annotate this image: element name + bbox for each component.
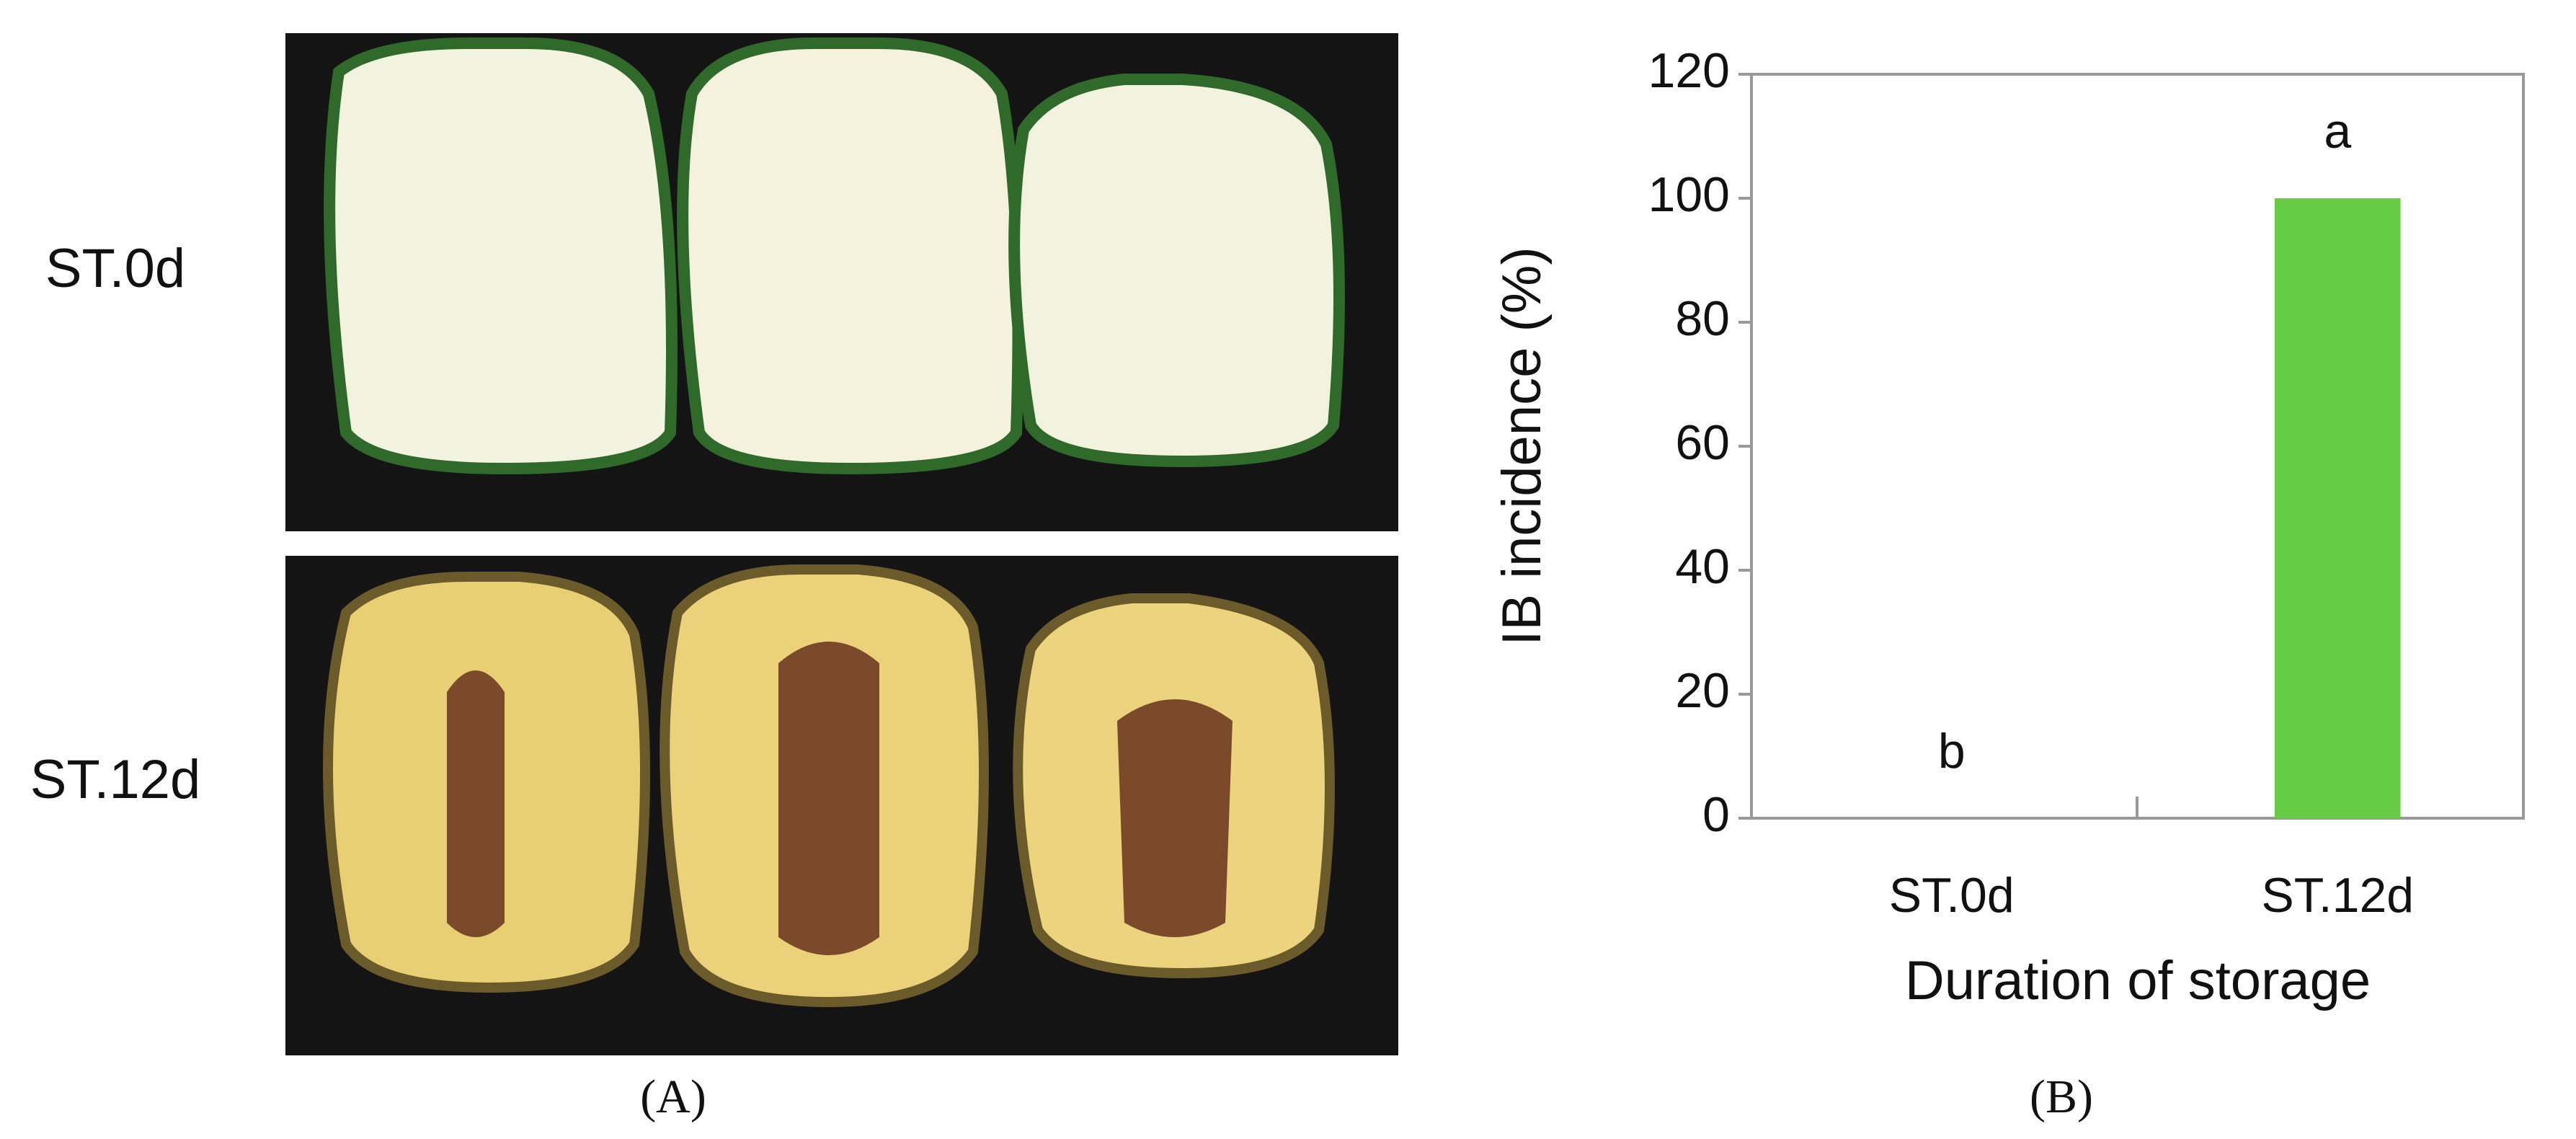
photo-bottom	[285, 556, 1398, 1055]
y-axis-title: IB incidence (%)	[1491, 247, 1553, 645]
y-tick-label: 120	[1648, 43, 1730, 98]
y-tick-label: 40	[1675, 539, 1730, 594]
x-axis-title: Duration of storage	[1905, 950, 2371, 1011]
x-tick-label: ST.12d	[2261, 868, 2414, 923]
row-label: ST.12d	[30, 749, 201, 810]
annotation: b	[1938, 724, 1966, 779]
panel-label: (B)	[2030, 1071, 2093, 1123]
x-tick-label: ST.0d	[1889, 868, 2015, 923]
annotation: a	[2324, 104, 2351, 159]
y-tick-label: 20	[1675, 663, 1730, 718]
photo-top	[285, 33, 1398, 531]
panel-label: (A)	[640, 1071, 706, 1123]
y-tick-label: 80	[1675, 291, 1730, 346]
plot-frame	[1750, 73, 2525, 820]
row-label: ST.0d	[45, 238, 185, 299]
y-tick-label: 60	[1675, 415, 1730, 470]
bar	[2274, 198, 2401, 818]
y-tick-label: 0	[1702, 787, 1730, 842]
y-tick-label: 100	[1648, 167, 1730, 222]
